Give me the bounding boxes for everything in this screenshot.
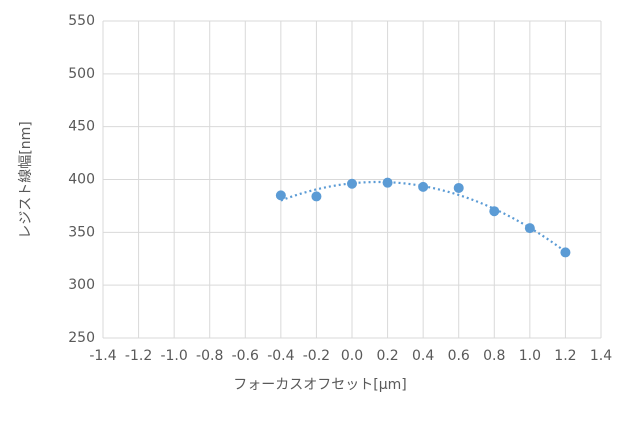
y-tick-label: 450 <box>68 119 95 135</box>
x-tick-label: -1.0 <box>160 348 187 364</box>
y-tick-label: 400 <box>68 172 95 188</box>
data-point <box>524 223 535 234</box>
y-tick-label: 350 <box>68 224 95 240</box>
trendline <box>280 180 567 253</box>
x-tick-label: -1.2 <box>125 348 152 364</box>
y-tick-label: 300 <box>68 277 95 293</box>
data-point <box>347 178 357 189</box>
data-point <box>418 181 429 192</box>
data-point <box>489 206 500 217</box>
x-axis-title: フォーカスオフセット[μm] <box>233 377 406 393</box>
data-point <box>311 191 322 202</box>
data-point <box>275 190 286 201</box>
data-point <box>560 247 571 258</box>
x-tick-label: -0.8 <box>196 348 223 364</box>
x-tick-label: -0.2 <box>303 348 330 364</box>
y-axis-title: レジスト線幅[nm] <box>18 121 34 238</box>
x-tick-label: 0.2 <box>376 348 398 364</box>
data-point <box>382 177 393 188</box>
data-point <box>453 182 464 193</box>
y-tick-label: 250 <box>68 330 95 346</box>
x-tick-label: 0.8 <box>483 348 505 364</box>
x-tick-label: 0.6 <box>448 348 470 364</box>
x-tick-label: -1.4 <box>89 348 116 364</box>
x-tick-label: 1.2 <box>554 348 576 364</box>
x-tick-label: -0.6 <box>232 348 259 364</box>
x-tick-label: 0.4 <box>412 348 434 364</box>
x-tick-label: 1.4 <box>590 348 612 364</box>
y-tick-label: 500 <box>68 66 95 82</box>
x-tick-label: 0.0 <box>341 348 363 364</box>
x-tick-label: -0.4 <box>267 348 294 364</box>
x-tick-label: 1.0 <box>519 348 541 364</box>
y-tick-label: 550 <box>68 13 95 29</box>
